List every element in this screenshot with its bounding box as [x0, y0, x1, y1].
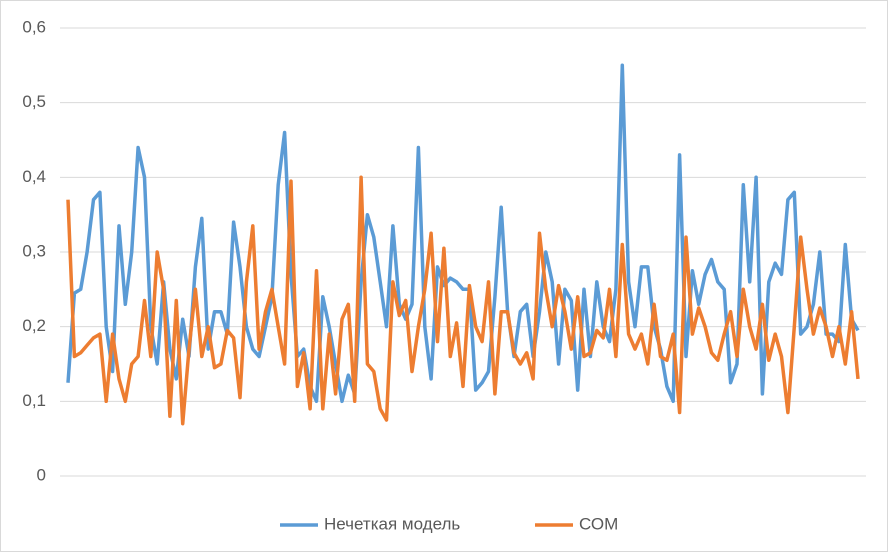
series-line: [66, 175, 860, 426]
y-tick-label: 0,2: [22, 316, 46, 335]
y-tick-label: 0: [37, 465, 46, 484]
y-tick-label: 0,5: [22, 92, 46, 111]
y-tick-label: 0,1: [22, 391, 46, 410]
legend-label: Нечеткая модель: [324, 514, 460, 533]
y-tick-label: 0,3: [22, 241, 46, 260]
y-tick-label: 0,6: [22, 17, 46, 36]
legend-label: СОМ: [579, 514, 618, 533]
y-tick-label: 0,4: [22, 167, 46, 186]
